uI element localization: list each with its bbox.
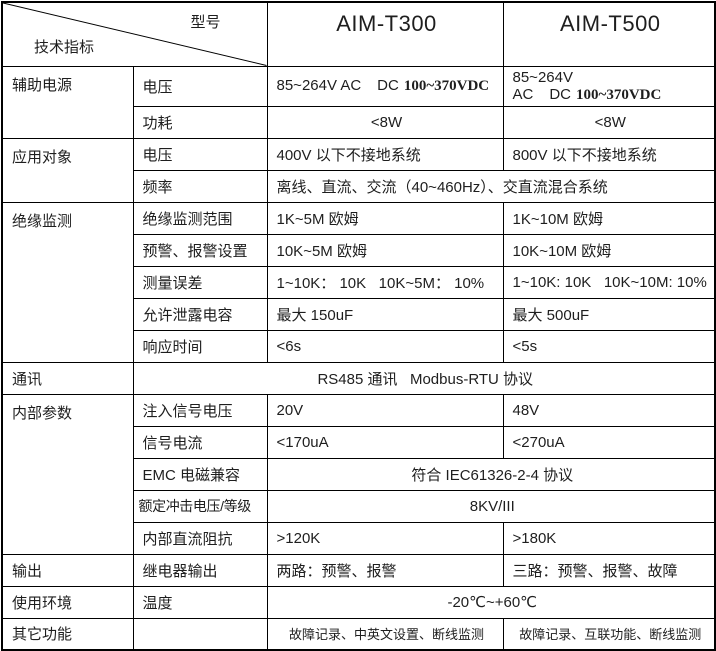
aux-dc-prefix: DC	[549, 85, 572, 103]
value-output-relay-t500: 三路：预警、报警、故障	[502, 553, 716, 587]
label-env-temperature: 温度	[132, 585, 268, 619]
label-int-current: 信号电流	[132, 425, 268, 459]
label-int-inject: 注入信号电压	[132, 393, 268, 427]
value-ins-capacitance-t300: 最大 150uF	[266, 297, 504, 331]
value-aux-voltage-t500: 85~264V AC DC 100~370VDC	[502, 65, 716, 107]
aux-dc-value: 100~370VDC	[576, 86, 662, 103]
row-ins-alarm: 预警、报警设置 10K~5M 欧姆 10K~10M 欧姆	[2, 233, 716, 267]
value-ins-range-t500: 1K~10M 欧姆	[502, 201, 716, 235]
value-int-emc: 符合 IEC61326-2-4 协议	[266, 457, 716, 491]
group-other-functions: 其它功能	[1, 617, 134, 651]
row-ins-capacitance: 允许泄露电容 最大 150uF 最大 500uF	[2, 297, 716, 331]
aux-ac-value: 85~264V AC	[512, 68, 573, 103]
row-app-frequency: 频率 离线、直流、交流（40~460Hz）、交直流混合系统	[2, 169, 716, 203]
row-app-voltage: 应用对象 电压 400V 以下不接地系统 800V 以下不接地系统	[1, 137, 716, 203]
value-power-t300: <8W	[266, 105, 504, 139]
value-power-t500: <8W	[502, 105, 716, 139]
aux-dc-prefix: DC	[377, 77, 399, 94]
corner-model-label: 型号	[190, 14, 221, 31]
row-int-emc: EMC 电磁兼容 符合 IEC61326-2-4 协议	[2, 457, 716, 491]
diagonal-divider-line	[3, 3, 267, 66]
value-ins-error-t300: 1~10K： 10K 10K~5M： 10%	[266, 265, 504, 299]
value-output-relay-t300: 两路：预警、报警	[266, 553, 504, 587]
value-int-inject-t300: 20V	[266, 393, 504, 427]
row-env-temperature: 使用环境 温度 -20℃~+60℃	[1, 585, 716, 619]
value-app-frequency: 离线、直流、交流（40~460Hz）、交直流混合系统	[266, 169, 716, 203]
value-ins-alarm-t500: 10K~10M 欧姆	[502, 233, 716, 267]
label-ins-range: 绝缘监测范围	[132, 201, 268, 235]
model-header-t500: AIM-T500	[502, 1, 716, 67]
value-app-voltage-t300: 400V 以下不接地系统	[266, 137, 504, 171]
value-other-functions-t500: 故障记录、互联功能、断线监测	[502, 617, 716, 651]
value-int-current-t500: <270uA	[502, 425, 716, 459]
value-ins-response-t500: <5s	[502, 329, 716, 363]
label-int-dc-resistance: 内部直流阻抗	[132, 521, 268, 555]
label-ins-error: 测量误差	[132, 265, 268, 299]
value-app-voltage-t500: 800V 以下不接地系统	[502, 137, 716, 171]
value-int-dc-resistance-t300: >120K	[266, 521, 504, 555]
header-row: 型号 技术指标 AIM-T300 AIM-T500	[1, 1, 716, 67]
row-int-inject: 内部参数 注入信号电压 20V 48V	[1, 393, 716, 555]
row-int-dc-resistance: 内部直流阻抗 >120K >180K	[2, 521, 716, 555]
value-aux-voltage-t300: 85~264V AC DC 100~370VDC	[266, 65, 504, 107]
model-header-t300: AIM-T300	[266, 1, 504, 67]
value-int-dc-resistance-t500: >180K	[502, 521, 716, 555]
label-app-frequency: 频率	[132, 169, 268, 203]
row-communication: 通讯 RS485 通讯 Modbus-RTU 协议	[1, 361, 716, 395]
label-int-emc: EMC 电磁兼容	[132, 457, 268, 491]
group-insulation: 绝缘监测	[1, 201, 134, 363]
value-ins-range-t300: 1K~5M 欧姆	[266, 201, 504, 235]
label-int-impulse: 额定冲击电压/等级	[132, 489, 268, 523]
row-output-relay: 输出 继电器输出 两路：预警、报警 三路：预警、报警、故障	[1, 553, 716, 587]
group-output: 输出	[1, 553, 134, 587]
row-other-functions: 其它功能 故障记录、中英文设置、断线监测 故障记录、互联功能、断线监测	[1, 617, 716, 651]
value-communication: RS485 通讯 Modbus-RTU 协议	[132, 361, 716, 395]
corner-spec-label: 技术指标	[34, 38, 95, 56]
label-app-voltage: 电压	[132, 137, 268, 171]
row-aux-voltage: 辅助电源 电压 85~264V AC DC 100~370VDC 85~264V A…	[1, 65, 716, 139]
group-environment: 使用环境	[1, 585, 134, 619]
value-int-current-t300: <170uA	[266, 425, 504, 459]
label-aux-voltage: 电压	[132, 65, 268, 107]
value-ins-response-t300: <6s	[266, 329, 504, 363]
value-ins-capacitance-t500: 最大 500uF	[502, 297, 716, 331]
group-aux-power: 辅助电源	[1, 65, 134, 139]
corner-header-cell: 型号 技术指标	[1, 1, 268, 67]
label-output-relay: 继电器输出	[132, 553, 268, 587]
value-ins-error-t500: 1~10K: 10K 10K~10M: 10%	[502, 265, 716, 299]
label-ins-capacitance: 允许泄露电容	[132, 297, 268, 331]
value-other-functions-t300: 故障记录、中英文设置、断线监测	[266, 617, 504, 651]
value-int-impulse: 8KV/III	[266, 489, 716, 523]
label-aux-power: 功耗	[132, 105, 268, 139]
value-int-inject-t500: 48V	[502, 393, 716, 427]
value-env-temperature: -20℃~+60℃	[266, 585, 716, 619]
group-application: 应用对象	[1, 137, 134, 203]
row-ins-range: 绝缘监测 绝缘监测范围 1K~5M 欧姆 1K~10M 欧姆	[1, 201, 716, 363]
aux-dc-value: 100~370VDC	[403, 78, 490, 94]
row-ins-response: 响应时间 <6s <5s	[2, 329, 716, 363]
label-ins-response: 响应时间	[132, 329, 268, 363]
value-ins-alarm-t300: 10K~5M 欧姆	[266, 233, 504, 267]
aux-ac-value: 85~264V AC	[276, 77, 362, 94]
other-functions-empty-cell	[132, 617, 268, 651]
group-communication: 通讯	[1, 361, 134, 395]
label-ins-alarm: 预警、报警设置	[132, 233, 268, 267]
group-internal-params: 内部参数	[1, 393, 134, 555]
